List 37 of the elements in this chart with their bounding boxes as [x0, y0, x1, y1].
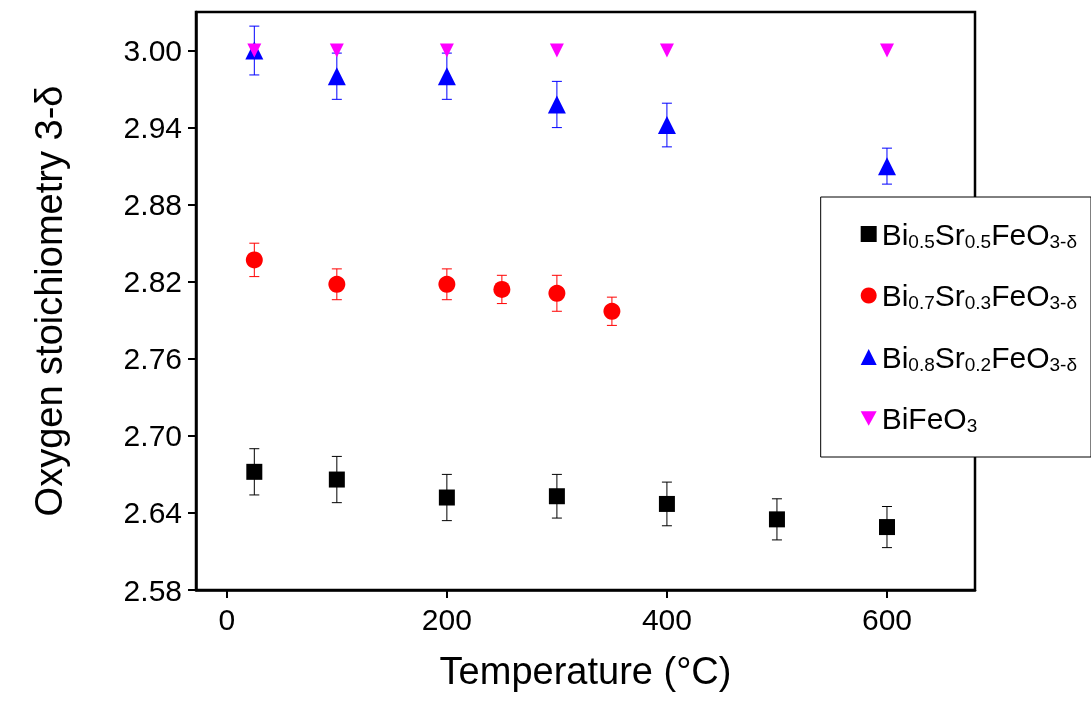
y-tick-label: 2.58	[123, 573, 182, 607]
point	[603, 302, 621, 320]
point	[245, 251, 263, 269]
point	[548, 284, 566, 302]
point	[438, 275, 456, 293]
point	[328, 471, 345, 488]
point	[493, 280, 511, 298]
x-tick-label: 600	[861, 602, 913, 636]
y-axis-title: Oxygen stoichiometry 3-δ	[28, 85, 70, 517]
y-tick-label: 2.76	[123, 342, 182, 376]
point	[437, 67, 456, 86]
x-tick-label: 400	[641, 602, 692, 636]
point	[657, 116, 676, 135]
point	[658, 495, 675, 512]
point	[879, 43, 894, 58]
y-tick-label: 3.00	[123, 34, 182, 68]
y-tick-label: 2.64	[123, 496, 182, 530]
point	[547, 95, 566, 114]
point	[328, 275, 346, 293]
point	[329, 43, 344, 58]
y-tick-label: 2.94	[123, 111, 182, 145]
point	[439, 43, 454, 58]
point	[548, 488, 565, 505]
point	[327, 67, 346, 86]
x-tick-label: 0	[218, 602, 236, 636]
point	[768, 511, 785, 528]
y-tick-label: 2.70	[123, 419, 182, 453]
point	[877, 157, 896, 176]
point	[246, 463, 263, 480]
point	[659, 43, 674, 58]
x-tick-label: 200	[421, 602, 472, 636]
point	[549, 43, 564, 58]
x-axis-title: Temperature (°C)	[439, 650, 732, 692]
y-tick-label: 2.88	[123, 188, 182, 222]
y-tick-label: 2.82	[123, 265, 182, 299]
point	[878, 519, 895, 536]
point	[438, 489, 455, 506]
